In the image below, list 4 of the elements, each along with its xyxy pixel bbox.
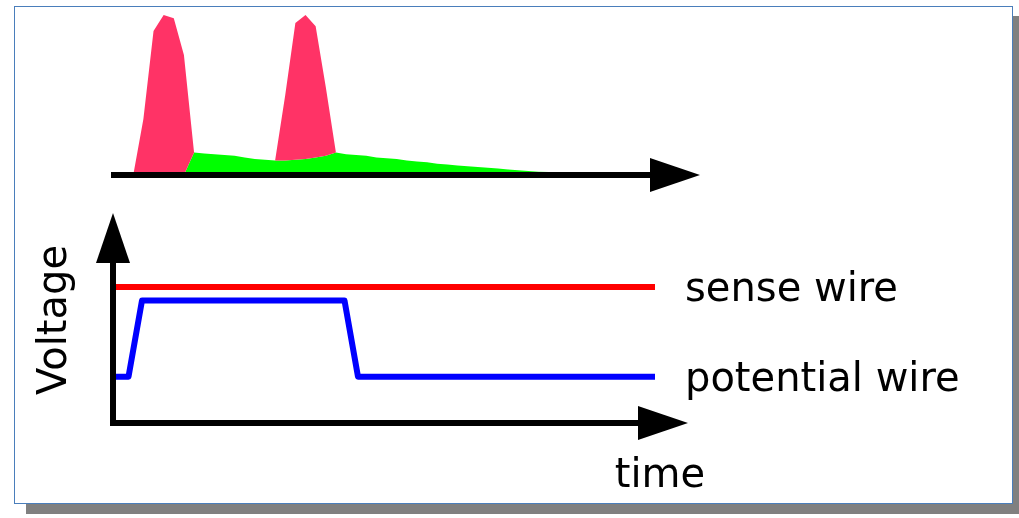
x-axis-title: time: [614, 450, 706, 496]
y-axis-title: Voltage: [29, 244, 75, 396]
series-label: sense wire: [685, 264, 898, 310]
series-label: potential wire: [685, 353, 960, 400]
